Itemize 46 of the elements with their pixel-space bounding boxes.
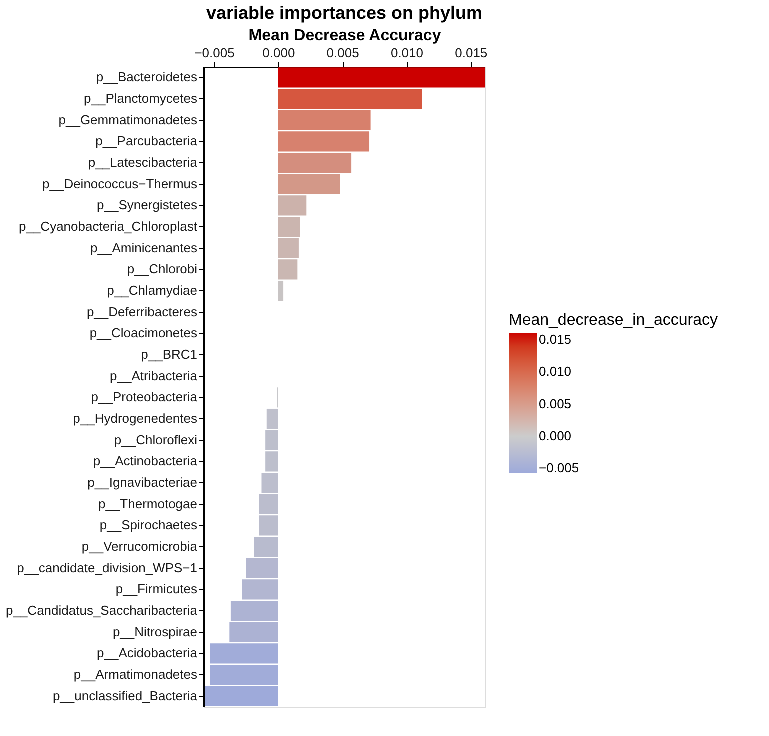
chart-title: variable importances on phylum bbox=[206, 3, 483, 23]
bar bbox=[278, 280, 284, 302]
y-tick-label: p__Cyanobacteria_Chloroplast bbox=[18, 219, 198, 234]
y-tick-label: p__Verrucomicrobia bbox=[82, 539, 198, 554]
bar bbox=[278, 88, 422, 110]
x-tick-label: −0.005 bbox=[194, 46, 235, 60]
x-tick-label: 0.005 bbox=[326, 46, 360, 60]
y-tick-label: p__Aminicenantes bbox=[90, 240, 198, 256]
y-tick-label: p__Latescibacteria bbox=[88, 155, 198, 170]
y-tick-label: p__Firmicutes bbox=[116, 582, 198, 597]
y-tick-label: p__Armatimonadetes bbox=[74, 667, 198, 682]
y-tick-label: p__Deinococcus−Thermus bbox=[42, 176, 198, 192]
y-tick-label: p__Acidobacteria bbox=[97, 646, 198, 661]
color-bar-label: 0.005 bbox=[539, 396, 572, 412]
y-tick-label: p__Cloacimonetes bbox=[90, 326, 198, 341]
y-tick-label: p__Deferribacteres bbox=[86, 304, 198, 320]
x-tick-label: 0.000 bbox=[262, 46, 296, 60]
y-tick-label: p__Chlorobi bbox=[127, 262, 198, 277]
x-tick-label: 0.010 bbox=[390, 46, 424, 60]
y-tick-label: p__Hydrogenedentes bbox=[73, 411, 198, 426]
y-tick-label: p__Nitrospirae bbox=[112, 624, 198, 640]
y-tick-label: p__Spirochaetes bbox=[100, 518, 198, 533]
y-tick-label: p__Bacteroidetes bbox=[96, 70, 198, 85]
color-bar-label: 0.010 bbox=[539, 364, 572, 380]
y-tick-label: p__Chlamydiae bbox=[107, 283, 198, 298]
y-tick-label: p__Atribacteria bbox=[110, 368, 198, 384]
color-bar-label: −0.005 bbox=[539, 460, 580, 476]
y-tick-label: p__Ignavibacteriae bbox=[88, 475, 198, 490]
y-tick-label: p__Proteobacteria bbox=[91, 390, 198, 405]
y-tick-label: p__Gemmatimonadetes bbox=[58, 112, 198, 128]
x-tick-label: 0.015 bbox=[455, 46, 488, 60]
legend-title: Mean_decrease_in_accuracy bbox=[509, 312, 718, 329]
y-tick-label: p__Actinobacteria bbox=[93, 454, 198, 469]
y-tick-label: p__candidate_division_WPS−1 bbox=[17, 560, 198, 576]
y-tick-label: p__Planctomycetes bbox=[84, 91, 198, 106]
y-tick-label: p__Thermotogae bbox=[98, 496, 198, 512]
y-tick-label: p__unclassified_Bacteria bbox=[52, 688, 198, 704]
x-axis-title: Mean Decrease Accuracy bbox=[248, 28, 442, 44]
y-tick-label: p__Chloroflexi bbox=[114, 432, 198, 448]
color-bar-label: 0.000 bbox=[539, 428, 572, 444]
y-tick-label: p__BRC1 bbox=[141, 347, 198, 362]
color-bar-label: 0.015 bbox=[539, 332, 572, 348]
bar bbox=[278, 68, 485, 88]
y-tick-label: p__Synergistetes bbox=[97, 198, 198, 213]
y-tick-label: p__Candidatus_Saccharibacteria bbox=[6, 603, 198, 618]
y-tick-label: p__Parcubacteria bbox=[96, 134, 198, 149]
